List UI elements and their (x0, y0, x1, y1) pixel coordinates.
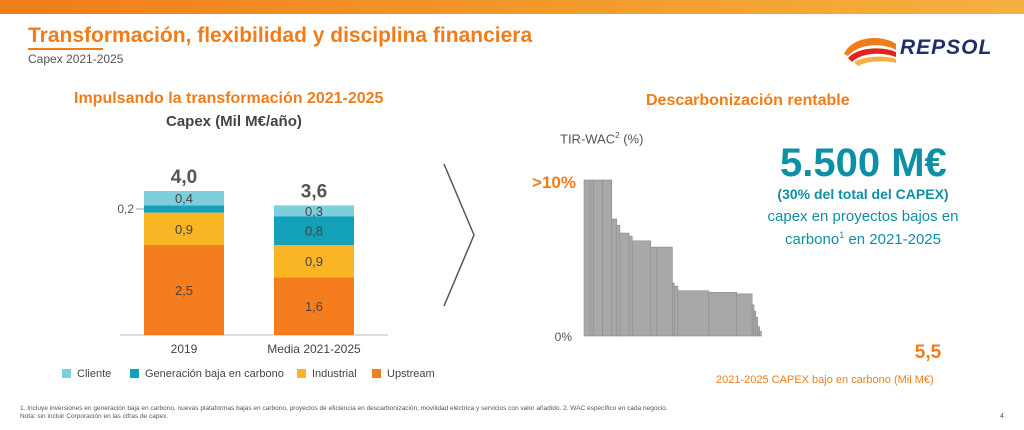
chevron-divider-icon (443, 163, 475, 307)
y-axis-label: TIR-WAC2 (%) (560, 131, 644, 147)
legend-item-cliente: Cliente (62, 368, 111, 380)
legend-item-generacion: Generación baja en carbono (130, 368, 284, 380)
capex-project-bar (631, 240, 652, 337)
category-label: Media 2021-2025 (267, 342, 361, 356)
page-number: 4 (1000, 413, 1004, 420)
bar-segment (274, 205, 354, 217)
capex-project-bar (602, 179, 613, 337)
bar-segment (144, 212, 224, 245)
segment-value-label: 0,9 (305, 254, 323, 269)
capex-project-bar (736, 293, 753, 337)
x-axis-label: 2021-2025 CAPEX bajo en carbono (Mil M€) (716, 374, 934, 386)
right-section-title: Descarbonización rentable (646, 92, 850, 109)
segment-value-label: 0,9 (175, 222, 193, 237)
repsol-logo (844, 38, 896, 66)
segment-value-label: 0,8 (305, 224, 323, 239)
legend-swatch (62, 369, 71, 378)
legend-swatch (297, 369, 306, 378)
page-title: Transformación, flexibilidad y disciplin… (28, 24, 533, 47)
capex-description: capex en proyectos bajos en carbono1 en … (767, 208, 959, 248)
bar-segment (274, 245, 354, 278)
legend-item-industrial: Industrial (297, 368, 357, 380)
legend-swatch (130, 369, 139, 378)
capex-project-bar (708, 292, 737, 337)
capex-project-bar (628, 235, 633, 337)
segment-value-label: 1,6 (305, 299, 323, 314)
decarbonization-step-chart: >10% 0% 5,5 (532, 173, 942, 363)
capex-share-text: (30% del total del CAPEX) (777, 186, 949, 202)
capex-project-bar (759, 331, 762, 337)
capex-project-bar (616, 224, 621, 337)
page-subtitle: Capex 2021-2025 (28, 52, 124, 66)
bar-segment (144, 205, 224, 213)
capex-project-bar (589, 179, 594, 337)
bar-segment (144, 245, 224, 335)
segment-value-label: 2,5 (175, 283, 193, 298)
y-tick-label: >10% (532, 173, 576, 192)
capex-project-bar (673, 285, 679, 337)
legend-item-upstream: Upstream (372, 368, 435, 380)
bar-total-label: 3,6 (301, 181, 327, 202)
legend-swatch (372, 369, 381, 378)
segment-value-label: 0,3 (305, 204, 323, 219)
capex-project-bar (650, 246, 658, 337)
bar-segment (274, 277, 354, 335)
footnote: 1. Incluye inversiones en generación baj… (20, 405, 668, 420)
outside-value-label: 0,2 (117, 202, 134, 216)
bar-segment (144, 191, 224, 206)
capex-project-bar (619, 232, 630, 337)
category-label: 2019 (171, 342, 198, 356)
low-carbon-capex-value: 5.500 M€ (780, 141, 947, 185)
title-underline (28, 48, 103, 50)
capex-project-bar (611, 218, 618, 337)
segment-value-label: 0,4 (175, 191, 193, 206)
capex-project-bar (656, 246, 673, 337)
bar-segment (274, 216, 354, 245)
capex-project-bar (677, 290, 710, 337)
capex-project-bar (592, 179, 603, 337)
capex-project-bar (583, 179, 591, 337)
left-chart-subtitle: Capex (Mil M€/año) (166, 113, 302, 130)
left-section-title: Impulsando la transformación 2021-2025 (74, 90, 384, 107)
capex-stacked-bar-chart: 2,5 0,9 0,2 0,4 4,0 2019 1,6 0,9 0,8 0,3 3,6 Media … (117, 167, 388, 356)
logo-text: REPSOL (900, 36, 993, 59)
x-end-label: 5,5 (915, 342, 942, 363)
bar-total-label: 4,0 (171, 167, 197, 188)
y-tick-label: 0% (555, 330, 573, 344)
top-accent-bar (0, 0, 1024, 14)
